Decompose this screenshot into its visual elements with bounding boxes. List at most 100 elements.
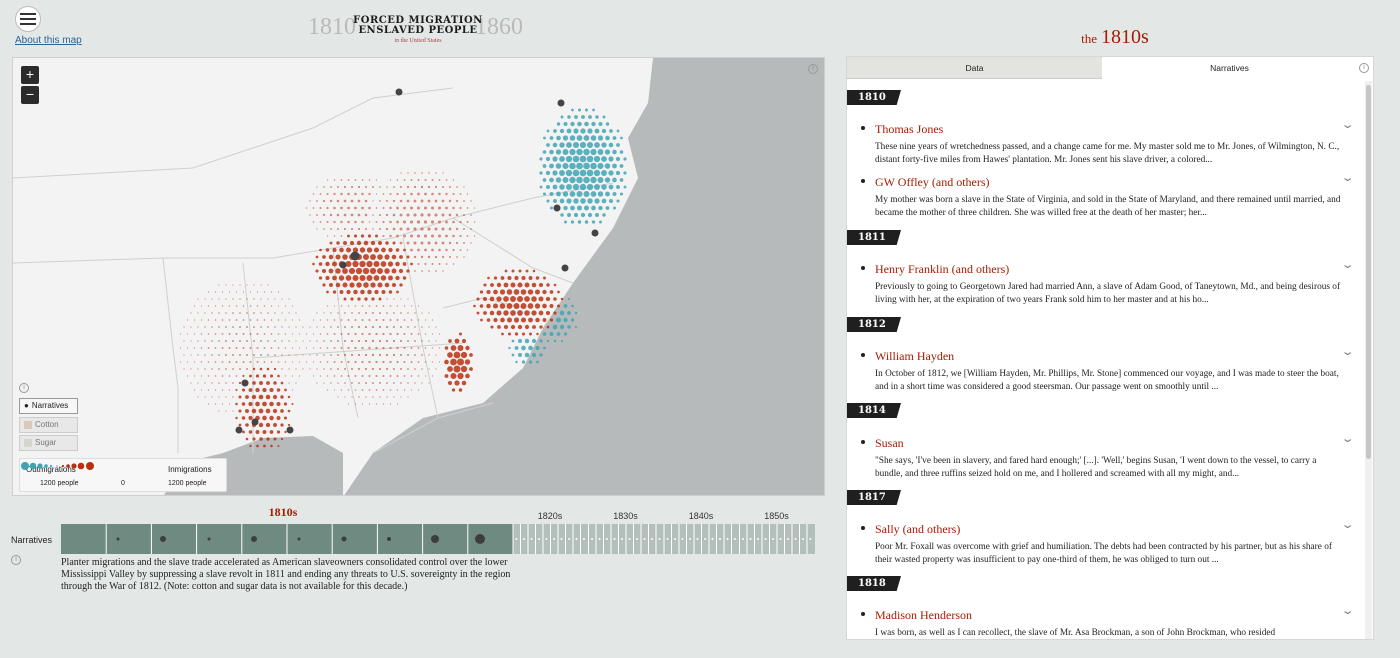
timeline-narrative-dot[interactable] xyxy=(297,537,301,541)
narrative-title[interactable]: Thomas Jones xyxy=(875,122,944,136)
timeline-decade-label[interactable]: 1840s xyxy=(689,511,714,521)
narrative-pins[interactable] xyxy=(235,88,599,434)
timeline-narrative-dot[interactable] xyxy=(636,538,638,540)
timeline-narrative-dot[interactable] xyxy=(726,538,729,540)
timeline-narrative-dot[interactable] xyxy=(809,538,812,540)
timeline-narrative-dot[interactable] xyxy=(681,538,684,540)
timeline-decade-label[interactable]: 1850s xyxy=(764,511,789,521)
narrative-title[interactable]: Madison Henderson xyxy=(875,608,972,622)
zoom-out-button[interactable]: − xyxy=(21,86,39,104)
timeline-narrative-dot[interactable] xyxy=(794,538,797,540)
tab-narratives[interactable]: Narratives xyxy=(1102,57,1357,79)
timeline-decade-label[interactable]: 1820s xyxy=(538,511,563,521)
timeline-narrative-dot[interactable] xyxy=(658,538,661,540)
timeline-narrative-dot[interactable] xyxy=(553,538,555,540)
narrative-title[interactable]: GW Offley (and others) xyxy=(875,175,990,189)
timeline-narrative-dot[interactable] xyxy=(643,538,646,540)
timeline-narrative-dot[interactable] xyxy=(749,538,752,540)
map-canvas[interactable] xyxy=(13,58,825,496)
timeline-narrative-dot[interactable] xyxy=(575,538,578,540)
narrative-title[interactable]: William Hayden xyxy=(875,349,955,363)
migration-dot xyxy=(557,290,560,294)
zoom-in-button[interactable]: + xyxy=(21,66,39,84)
timeline-narrative-dot[interactable] xyxy=(530,538,533,540)
timeline-narrative-dot[interactable] xyxy=(734,538,736,540)
menu-icon[interactable] xyxy=(15,6,41,32)
timeline-narrative-dot[interactable] xyxy=(651,538,653,540)
timeline-narrative-dot[interactable] xyxy=(538,538,540,540)
narrative-pin[interactable] xyxy=(339,261,347,269)
timeline-narrative-dot[interactable] xyxy=(711,538,714,540)
narrative-title[interactable]: Henry Franklin (and others) xyxy=(875,262,1010,276)
timeline-narrative-dot[interactable] xyxy=(431,535,439,543)
timeline-narrative-dot[interactable] xyxy=(341,536,347,542)
timeline-narrative-dot[interactable] xyxy=(757,538,759,540)
about-this-map-link[interactable]: About this map xyxy=(15,35,82,46)
timeline-narrative-dot[interactable] xyxy=(545,538,548,540)
chevron-down-icon[interactable]: ⌄ xyxy=(1340,346,1355,358)
narrative-pin[interactable] xyxy=(286,426,294,434)
timeline-narrative-dot[interactable] xyxy=(387,537,391,541)
timeline-narrative-dot[interactable] xyxy=(560,538,563,540)
chevron-down-icon[interactable]: ⌄ xyxy=(1340,119,1355,131)
timeline-decade-label[interactable]: 1830s xyxy=(613,511,638,521)
timeline-narrative-dot[interactable] xyxy=(696,538,699,540)
timeline-narrative-dot[interactable] xyxy=(475,534,485,544)
timeline-narrative-dot[interactable] xyxy=(583,538,585,540)
narrative-title[interactable]: Sally (and others) xyxy=(875,522,961,536)
timeline-narrative-dot[interactable] xyxy=(515,538,518,540)
timeline-narrative-dot[interactable] xyxy=(591,538,593,540)
chevron-down-icon[interactable]: ⌄ xyxy=(1340,172,1355,184)
timeline-narrative-dot[interactable] xyxy=(674,538,676,540)
panel-scrollbar[interactable] xyxy=(1365,81,1372,639)
timeline-narrative-dot[interactable] xyxy=(116,537,120,541)
timeline-narrative-dot[interactable] xyxy=(779,538,782,540)
panel-info-icon[interactable]: i xyxy=(1359,63,1369,73)
narratives-panel[interactable]: Data Narratives i 1810 Thomas Jones ⌄ Th… xyxy=(846,56,1374,640)
timeline[interactable]: 1820s 1830s 1840s 1850s xyxy=(61,504,816,556)
narrative-pin[interactable] xyxy=(235,426,243,434)
timeline-narrative-dot[interactable] xyxy=(628,538,631,540)
timeline-narrative-dot[interactable] xyxy=(764,538,767,540)
timeline-narrative-dot[interactable] xyxy=(787,538,789,540)
layer-toggle-narratives[interactable]: ● Narratives xyxy=(19,398,78,414)
narrative-pin[interactable] xyxy=(350,251,360,261)
narrative-title[interactable]: Susan xyxy=(875,436,904,450)
timeline-narrative-dot[interactable] xyxy=(598,538,601,540)
timeline-narrative-dot[interactable] xyxy=(207,537,211,541)
timeline-narrative-dot[interactable] xyxy=(719,538,721,540)
timeline-narrative-dot[interactable] xyxy=(613,538,616,540)
timeline-narrative-dot[interactable] xyxy=(160,536,166,542)
chevron-down-icon[interactable]: ⌄ xyxy=(1340,433,1355,445)
timeline-info-icon[interactable]: i xyxy=(11,555,21,565)
map-info-icon[interactable]: i xyxy=(808,64,818,74)
timeline-narrative-dot[interactable] xyxy=(251,536,257,542)
narrative-pin[interactable] xyxy=(251,418,259,426)
layers-info-icon[interactable]: i xyxy=(19,383,29,393)
narrative-pin[interactable] xyxy=(561,264,569,272)
timeline-narrative-dot[interactable] xyxy=(772,538,774,540)
timeline-future-decades[interactable]: 1820s 1830s 1840s 1850s xyxy=(512,511,812,554)
timeline-narrative-dot[interactable] xyxy=(704,538,706,540)
layer-toggle-sugar[interactable]: Sugar xyxy=(19,435,78,451)
migration-map[interactable]: + − i i ● Narratives Cotton Sugar Outmig… xyxy=(12,57,825,496)
narrative-pin[interactable] xyxy=(557,99,565,107)
scrollbar-thumb[interactable] xyxy=(1366,85,1371,459)
tab-data[interactable]: Data xyxy=(847,57,1102,79)
narrative-pin[interactable] xyxy=(395,88,403,96)
chevron-down-icon[interactable]: ⌄ xyxy=(1340,519,1355,531)
layer-toggle-cotton[interactable]: Cotton xyxy=(19,417,78,433)
timeline-narrative-dot[interactable] xyxy=(568,538,570,540)
narrative-pin[interactable] xyxy=(553,204,561,212)
timeline-narrative-dot[interactable] xyxy=(621,538,623,540)
timeline-narrative-dot[interactable] xyxy=(666,538,669,540)
timeline-narrative-dot[interactable] xyxy=(742,538,744,540)
chevron-down-icon[interactable]: ⌄ xyxy=(1340,259,1355,271)
narrative-pin[interactable] xyxy=(241,379,249,387)
timeline-narrative-dot[interactable] xyxy=(523,538,525,540)
timeline-narrative-dot[interactable] xyxy=(689,538,691,540)
timeline-narrative-dot[interactable] xyxy=(802,538,804,540)
narrative-pin[interactable] xyxy=(591,229,599,237)
chevron-down-icon[interactable]: ⌄ xyxy=(1340,605,1355,617)
timeline-narrative-dot[interactable] xyxy=(606,538,608,540)
